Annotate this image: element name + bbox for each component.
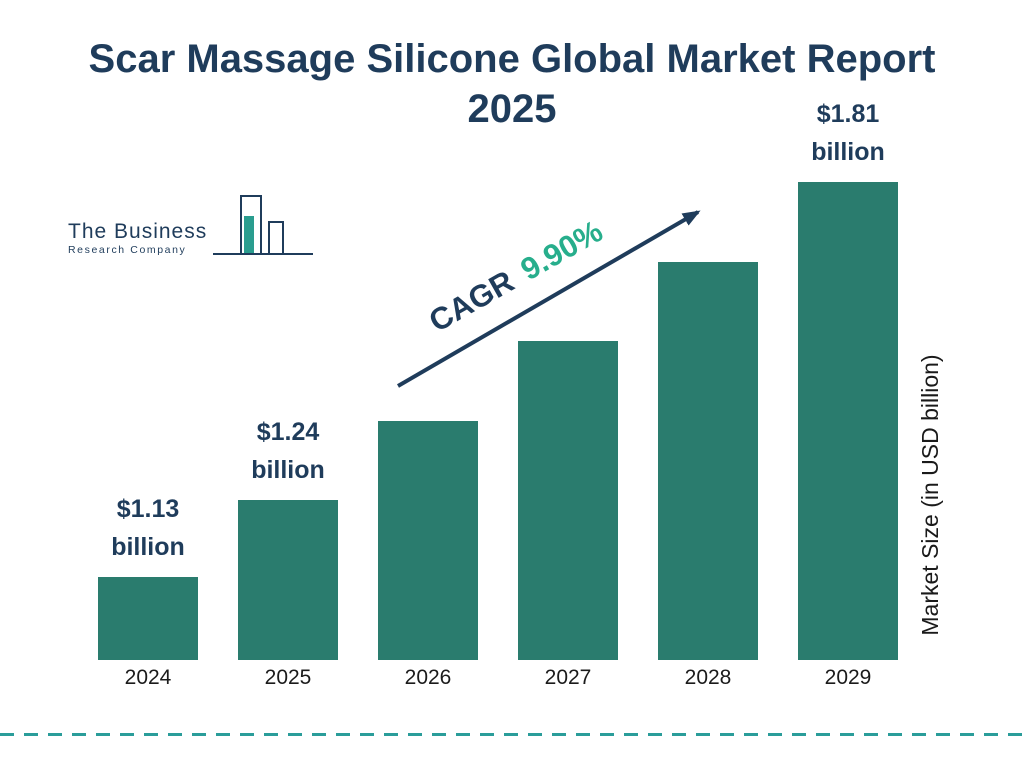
bar-value-amount: $1.81 — [816, 99, 880, 128]
logo-subname: Research Company — [68, 244, 187, 256]
bar-value-amount: $1.13 — [116, 494, 180, 523]
company-logo: The Business Research Company — [68, 192, 314, 264]
bar-value-label-2025: $1.24 billion — [213, 413, 363, 491]
bar-value-label-2024: $1.13 billion — [73, 490, 223, 568]
logo-bar-chart-icon — [213, 195, 314, 255]
bar-value-unit: billion — [251, 456, 325, 485]
bar-2029 — [798, 182, 898, 660]
y-axis-label: Market Size (in USD billion) — [917, 354, 943, 636]
bar-value-unit: billion — [111, 533, 185, 562]
company-logo-text: The Business Research Company — [68, 220, 207, 264]
bar-2026 — [378, 421, 478, 660]
x-tick-label-2025: 2025 — [264, 666, 312, 689]
page-title: Scar Massage Silicone Global Market Repo… — [0, 34, 1024, 134]
bar-2024 — [98, 577, 198, 660]
bottom-dashed-divider — [0, 733, 1024, 736]
x-tick-label-2028: 2028 — [684, 666, 732, 689]
x-tick-label-2024: 2024 — [124, 666, 172, 689]
x-tick-label-2027: 2027 — [544, 666, 592, 689]
page-title-text: Scar Massage Silicone Global Market Repo… — [88, 37, 936, 131]
logo-name: The Business — [68, 220, 208, 243]
bar-value-label-2029: $1.81 billion — [773, 95, 923, 173]
bar-2027 — [518, 341, 618, 660]
bar-2025 — [238, 500, 338, 660]
bar-value-amount: $1.24 — [256, 417, 320, 446]
bar-value-unit: billion — [811, 138, 885, 167]
x-tick-label-2029: 2029 — [824, 666, 872, 689]
bar-2028 — [658, 262, 758, 660]
x-tick-label-2026: 2026 — [404, 666, 452, 689]
